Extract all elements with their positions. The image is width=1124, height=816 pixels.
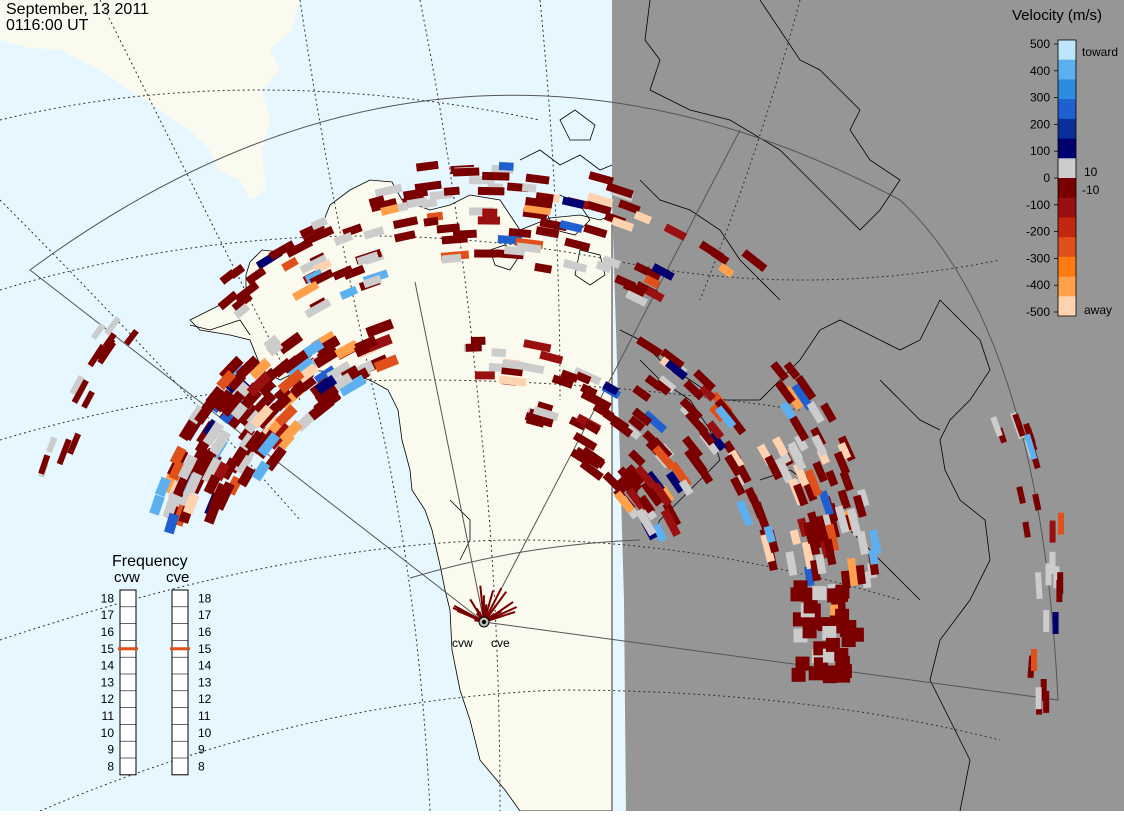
- velocity-cell: [812, 586, 826, 600]
- velocity-cell: [491, 348, 506, 357]
- frequency-level-label: 12: [101, 692, 115, 706]
- frequency-level-label: 16: [101, 625, 115, 639]
- velocity-cell: [835, 662, 849, 676]
- colorbar-tick-label: -400: [1026, 278, 1050, 292]
- velocity-cell: [1043, 691, 1049, 713]
- velocity-cell: [1046, 563, 1052, 585]
- frequency-scale-left: [120, 590, 136, 775]
- frequency-level-label: 13: [198, 675, 212, 689]
- velocity-cell: [850, 628, 864, 642]
- frequency-title: Frequency: [112, 553, 188, 570]
- velocity-cell: [1043, 610, 1049, 632]
- frequency-level-label: 17: [101, 608, 115, 622]
- colorbar-tick-label: 300: [1030, 91, 1050, 105]
- velocity-cell: [474, 250, 497, 258]
- colorbar-swatch: [1058, 257, 1076, 277]
- colorbar-tick-10: 10: [1084, 165, 1098, 179]
- frequency-level-label: 18: [198, 591, 212, 605]
- colorbar-tick-label: -500: [1026, 305, 1050, 319]
- velocity-cell: [499, 162, 514, 171]
- velocity-cell: [1031, 649, 1037, 671]
- date-label: September, 13 2011: [6, 2, 149, 18]
- velocity-cell: [1053, 612, 1059, 634]
- colorbar-swatch: [1058, 99, 1076, 119]
- frequency-level-label: 15: [198, 642, 212, 656]
- colorbar-swatches: [1058, 40, 1076, 317]
- frequency-level-label: 14: [198, 659, 212, 673]
- velocity-cell: [453, 167, 480, 176]
- velocity-cell: [817, 666, 831, 680]
- frequency-level-label: 14: [101, 659, 115, 673]
- radar-label-cvw: cvw: [452, 636, 473, 650]
- frequency-level-label: 8: [107, 759, 114, 773]
- time-label: 0116:00 UT: [6, 18, 88, 34]
- colorbar-swatch: [1058, 178, 1076, 198]
- colorbar-tick-label: 100: [1030, 144, 1050, 158]
- frequency-level-label: 11: [198, 709, 211, 723]
- velocity-cell: [471, 337, 486, 345]
- colorbar-tick-label: -300: [1026, 251, 1050, 265]
- velocity-cell: [482, 208, 497, 216]
- radar-label-cve: cve: [491, 636, 510, 650]
- velocity-cell: [478, 187, 505, 195]
- colorbar-tick-label: 500: [1030, 37, 1050, 51]
- frequency-level-label: 12: [198, 692, 212, 706]
- velocity-cell: [1036, 687, 1042, 709]
- colorbar-swatch: [1058, 237, 1076, 257]
- colorbar-swatch: [1058, 79, 1076, 99]
- colorbar-swatch: [1058, 217, 1076, 237]
- velocity-cell: [482, 172, 509, 181]
- frequency-level-label: 16: [198, 625, 212, 639]
- velocity-cell: [792, 668, 806, 682]
- colorbar-swatch: [1058, 296, 1076, 316]
- velocity-cell: [791, 587, 805, 601]
- frequency-level-label: 13: [101, 675, 115, 689]
- frequency-level-label: 15: [101, 642, 115, 656]
- colorbar-swatch: [1058, 139, 1076, 159]
- frequency-level-label: 9: [107, 743, 114, 757]
- velocity-cell: [835, 609, 849, 623]
- colorbar-toward-label: toward: [1082, 45, 1118, 59]
- velocity-cell: [804, 599, 818, 613]
- colorbar-tick-label: 400: [1030, 64, 1050, 78]
- colorbar-tick-label: -100: [1026, 198, 1050, 212]
- velocity-cell: [522, 183, 537, 192]
- colorbar-tick-label: 0: [1043, 171, 1050, 185]
- frequency-level-label: 9: [198, 743, 205, 757]
- velocity-cell: [803, 624, 817, 638]
- colorbar-swatch: [1058, 198, 1076, 218]
- velocity-cell: [444, 187, 460, 196]
- radar-site-center: [482, 620, 486, 624]
- colorbar-swatch: [1058, 40, 1076, 60]
- frequency-right-name: cve: [166, 569, 189, 586]
- velocity-cell: [1057, 572, 1063, 594]
- colorbar-swatch: [1058, 119, 1076, 139]
- colorbar-away-label: away: [1084, 303, 1112, 317]
- frequency-level-label: 18: [101, 591, 115, 605]
- velocity-cell: [1058, 513, 1064, 535]
- frequency-level-label: 10: [198, 726, 212, 740]
- colorbar-swatch: [1058, 60, 1076, 80]
- velocity-cell: [475, 371, 495, 379]
- colorbar-tick-label: 200: [1030, 117, 1050, 131]
- velocity-cell: [478, 216, 500, 224]
- frequency-level-label: 8: [198, 759, 205, 773]
- velocity-cell: [827, 588, 841, 602]
- colorbar-swatch: [1058, 158, 1076, 178]
- colorbar-swatch: [1058, 277, 1076, 297]
- frequency-scale-right: [172, 590, 188, 775]
- colorbar-tick-label: -200: [1026, 225, 1050, 239]
- velocity-cell: [826, 638, 840, 652]
- colorbar-title: Velocity (m/s): [1012, 7, 1102, 24]
- velocity-cell: [1050, 521, 1056, 543]
- frequency-left-name: cvw: [114, 569, 140, 586]
- frequency-level-label: 17: [198, 608, 212, 622]
- colorbar-tick-minus10: -10: [1082, 183, 1100, 197]
- frequency-level-label: 11: [102, 709, 115, 723]
- frequency-level-label: 10: [101, 726, 115, 740]
